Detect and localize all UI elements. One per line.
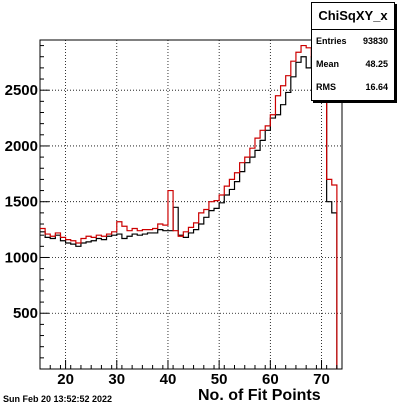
stats-entries-label: Entries <box>316 36 347 46</box>
stats-rms-label: RMS <box>316 82 336 92</box>
x-tick-label: 30 <box>108 371 125 388</box>
stats-entries-value: 93830 <box>362 36 388 46</box>
stats-mean-row: Mean 48.25 <box>312 53 394 76</box>
stats-rms-row: RMS 16.64 <box>312 76 394 99</box>
histogram-series <box>40 44 338 369</box>
x-tick-label: 40 <box>160 371 177 388</box>
x-tick-label: 20 <box>57 371 74 388</box>
stats-mean-label: Mean <box>316 59 340 69</box>
y-tick-label: 2000 <box>5 138 38 155</box>
y-tick-label: 2500 <box>5 82 38 99</box>
x-tick-label: 60 <box>262 371 279 388</box>
timestamp: Sun Feb 20 13:52:52 2022 <box>3 394 113 404</box>
plot-frame <box>39 39 343 370</box>
x-axis-title: No. of Fit Points <box>198 387 321 404</box>
stats-mean-value: 48.25 <box>365 59 388 69</box>
y-tick-label: 1000 <box>5 249 38 266</box>
stats-rms-value: 16.64 <box>365 82 388 92</box>
y-tick-label: 1500 <box>5 194 38 211</box>
stats-entries-row: Entries 93830 <box>312 30 394 53</box>
axes: 20 30 40 50 60 70 500 1000 1500 2000 2500 <box>5 45 338 388</box>
stats-box: ChiSqXY_x Entries 93830 Mean 48.25 RMS 1… <box>311 2 395 101</box>
stats-title: ChiSqXY_x <box>312 3 394 30</box>
x-tick-label: 70 <box>313 371 330 388</box>
histogram-series-2 <box>40 44 338 369</box>
x-tick-label: 50 <box>211 371 228 388</box>
histogram-series-1 <box>40 56 338 369</box>
y-tick-label: 500 <box>13 305 38 322</box>
